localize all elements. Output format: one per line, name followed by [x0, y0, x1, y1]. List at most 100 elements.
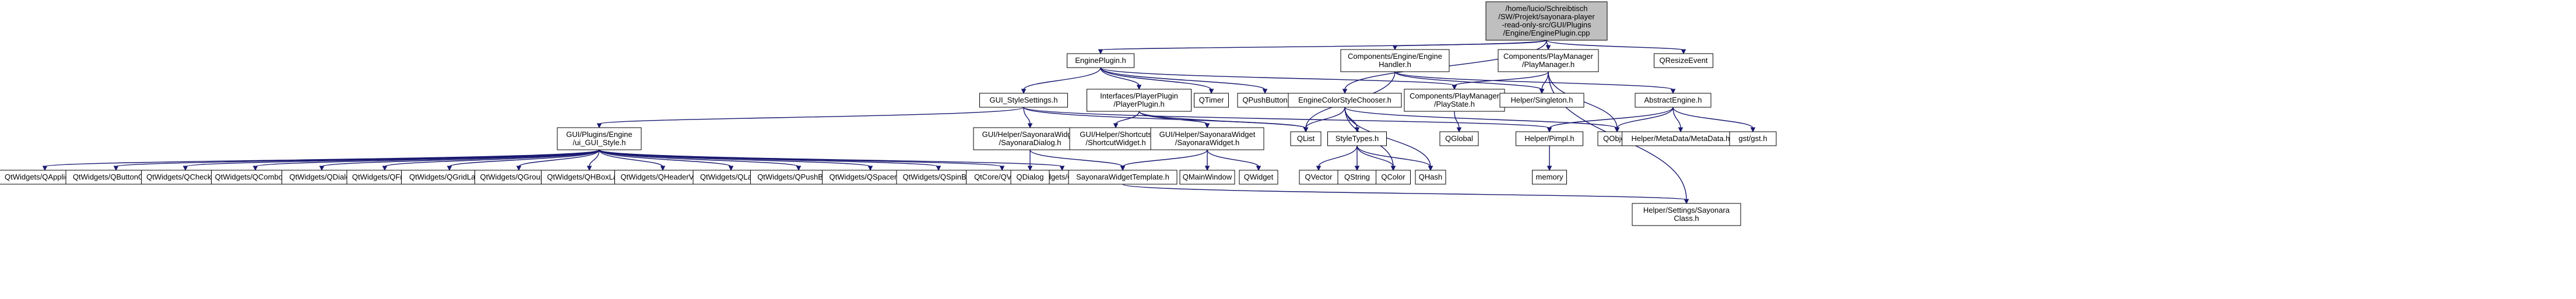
node-qcolor[interactable]: QColor: [1376, 170, 1411, 185]
arrowhead: [586, 166, 592, 171]
node-label: QtWidgets/QHBoxLayout: [547, 173, 632, 181]
node-gst-h[interactable]: gst/gst.h: [1729, 131, 1777, 146]
node-helperpimpl-h[interactable]: Helper/Pimpl.h: [1516, 131, 1583, 146]
node-qmainwindow[interactable]: QMainWindow: [1179, 170, 1235, 185]
node-sayonaradialog-h[interactable]: GUI/Helper/SayonaraWidget/SayonaraDialog…: [973, 127, 1087, 150]
node-box: [1327, 131, 1387, 146]
node-label: EnginePlugin.h: [1075, 56, 1126, 65]
node-qdialog[interactable]: QDialog: [1010, 170, 1050, 185]
node-label: QtWidgets/QApplication: [5, 173, 85, 181]
edge-sayonarawidget_h-to-sayonarawidgettemplate_h: [1122, 149, 1208, 167]
edge-engineplugin_h-to-playerplugin_h: [1100, 67, 1140, 86]
node-box: [1337, 170, 1377, 185]
node-box: [1622, 131, 1739, 146]
node-qhash[interactable]: QHash: [1415, 170, 1446, 185]
node-memory[interactable]: memory: [1532, 170, 1567, 185]
node-qstring[interactable]: QString: [1337, 170, 1377, 185]
node-label: /home/lucio/Schreibtisch: [1506, 4, 1588, 13]
node-box: [1087, 89, 1192, 112]
arrowhead: [1428, 166, 1433, 171]
node-box: [1069, 127, 1162, 150]
edge-ui_gui_style_h-to-qheaderview: [599, 149, 663, 167]
node-label: Helper/Singleton.h: [1511, 96, 1573, 104]
node-abstractengine-h[interactable]: AbstractEngine.h: [1635, 93, 1712, 108]
arrowhead: [1539, 89, 1545, 94]
node-qpushbutton[interactable]: QPushButton: [1237, 93, 1293, 108]
node-box: [1239, 170, 1278, 185]
node-ui-gui-style-h[interactable]: GUI/Plugins/Engine/ui_GUI_Style.h: [557, 127, 642, 150]
arrowhead: [42, 166, 48, 171]
node-singleton-h[interactable]: Helper/Singleton.h: [1499, 93, 1584, 108]
node-label: QtWidgets/QFrame: [352, 173, 417, 181]
node-label: QString: [1344, 173, 1370, 181]
node-label: /PlayerPlugin.h: [1113, 100, 1164, 108]
node-qvector[interactable]: QVector: [1299, 170, 1338, 185]
node-qtimer[interactable]: QTimer: [1194, 93, 1229, 108]
node-box: [1516, 131, 1583, 146]
arrowhead: [1316, 166, 1322, 171]
node-styletypes-h[interactable]: StyleTypes.h: [1327, 131, 1387, 146]
node-qwidget[interactable]: QWidget: [1239, 170, 1278, 185]
node-playstate-h[interactable]: Components/PlayManager/PlayState.h: [1404, 89, 1505, 112]
node-box: [1532, 170, 1567, 185]
node-qlist[interactable]: QList: [1290, 131, 1322, 146]
edge-styletypes_h-to-qhash: [1356, 145, 1431, 167]
edge-ui_gui_style_h-to-qlabel: [599, 149, 732, 167]
node-box: [1010, 170, 1050, 185]
node-label: GUI_StyleSettings.h: [989, 96, 1057, 104]
node-box: [1499, 93, 1584, 108]
node-metadata-h[interactable]: Helper/MetaData/MetaData.h: [1622, 131, 1739, 146]
node-engineplugin-h[interactable]: EnginePlugin.h: [1067, 53, 1134, 68]
edge-ui_gui_style_h-to-qspaceritem: [599, 149, 871, 167]
node-root[interactable]: /home/lucio/Schreibtisch/SW/Projekt/sayo…: [1485, 1, 1608, 41]
node-box: [1439, 131, 1479, 146]
node-stylesettings-h[interactable]: GUI_StyleSettings.h: [979, 93, 1068, 108]
arrowhead: [1303, 127, 1309, 133]
edge-abstractengine_h-to-helperpimpl_h: [1549, 107, 1674, 129]
node-box: [979, 93, 1068, 108]
node-label: QVector: [1305, 173, 1333, 181]
edge-sayonaradialog_h-to-sayonarawidgettemplate_h: [1029, 149, 1123, 167]
node-label: Components/Engine/Engine: [1348, 52, 1442, 61]
arrowhead: [1684, 199, 1689, 205]
node-box: [1237, 93, 1293, 108]
node-box: [1068, 170, 1178, 185]
arrowhead: [252, 166, 258, 171]
edge-enginecolorstylechooser_h-to-qlist: [1305, 107, 1345, 129]
edge-stylesettings_h-to-ui_gui_style_h: [599, 107, 1024, 125]
node-label: QTimer: [1199, 96, 1225, 104]
node-qglobal[interactable]: QGlobal: [1439, 131, 1479, 146]
node-sayonarawidgettemplate-h[interactable]: SayonaraWidgetTemplate.h: [1068, 170, 1178, 185]
node-label: StyleTypes.h: [1336, 134, 1379, 143]
node-sayonarawidget-h[interactable]: GUI/Helper/SayonaraWidget/SayonaraWidget…: [1150, 127, 1264, 150]
node-label: Handler.h: [1379, 60, 1411, 69]
edge-root-to-qresizeevent: [1546, 40, 1684, 51]
node-box: [1635, 93, 1712, 108]
arrowhead: [867, 166, 873, 171]
node-box: [557, 127, 642, 150]
arrowhead: [1342, 89, 1348, 94]
arrowhead: [319, 166, 325, 171]
node-enginecolorstylechooser-h[interactable]: EngineColorStyleChooser.h: [1288, 93, 1402, 108]
node-label: QHash: [1419, 173, 1442, 181]
edge-engineplugin_h-to-stylesettings_h: [1023, 67, 1101, 90]
node-playerplugin-h[interactable]: Interfaces/PlayerPlugin/PlayerPlugin.h: [1087, 89, 1192, 112]
edge-sayonarawidget_h-to-qwidget: [1207, 149, 1259, 167]
arrowhead: [1098, 49, 1104, 55]
arrowhead: [1204, 166, 1210, 171]
node-label: QtWidgets/QGroupBox: [480, 173, 558, 181]
node-label: /ShortcutWidget.h: [1085, 138, 1145, 147]
node-label: Helper/MetaData/MetaData.h: [1631, 134, 1730, 143]
node-playmanager-h[interactable]: Components/PlayManager/PlayManager.h: [1498, 49, 1599, 72]
edge-enginehandler_h-to-abstractengine_h: [1394, 71, 1674, 90]
node-label: Helper/Pimpl.h: [1524, 134, 1574, 143]
node-qresizeevent[interactable]: QResizeEvent: [1654, 53, 1713, 68]
node-shortcutwidget-h[interactable]: GUI/Helper/Shortcuts/ShortcutWidget.h: [1069, 127, 1162, 150]
node-layer: /home/lucio/Schreibtisch/SW/Projekt/sayo…: [0, 1, 1777, 226]
edge-ui_gui_style_h-to-qcombobox: [255, 149, 600, 167]
edge-ui_gui_style_h-to-qgridlayout: [449, 149, 600, 167]
node-label: /ui_GUI_Style.h: [572, 138, 625, 147]
arrowhead: [447, 166, 452, 171]
